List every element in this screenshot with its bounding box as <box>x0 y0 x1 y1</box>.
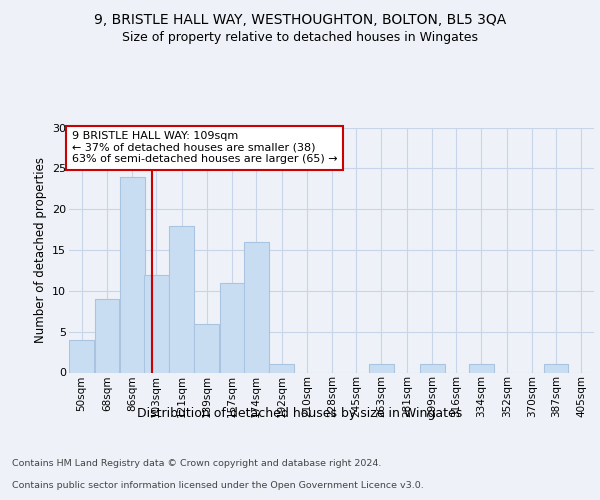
Bar <box>169 226 194 372</box>
Text: 9, BRISTLE HALL WAY, WESTHOUGHTON, BOLTON, BL5 3QA: 9, BRISTLE HALL WAY, WESTHOUGHTON, BOLTO… <box>94 12 506 26</box>
Bar <box>220 282 245 372</box>
Bar <box>544 364 568 372</box>
Bar <box>120 176 145 372</box>
Bar <box>95 299 119 372</box>
Bar <box>369 364 394 372</box>
Bar <box>194 324 220 372</box>
Text: Distribution of detached houses by size in Wingates: Distribution of detached houses by size … <box>137 408 463 420</box>
Y-axis label: Number of detached properties: Number of detached properties <box>34 157 47 343</box>
Text: Contains HM Land Registry data © Crown copyright and database right 2024.: Contains HM Land Registry data © Crown c… <box>12 458 382 468</box>
Bar <box>419 364 445 372</box>
Bar <box>469 364 494 372</box>
Bar <box>244 242 269 372</box>
Bar <box>269 364 294 372</box>
Text: Contains public sector information licensed under the Open Government Licence v3: Contains public sector information licen… <box>12 481 424 490</box>
Text: 9 BRISTLE HALL WAY: 109sqm
← 37% of detached houses are smaller (38)
63% of semi: 9 BRISTLE HALL WAY: 109sqm ← 37% of deta… <box>71 131 337 164</box>
Text: Size of property relative to detached houses in Wingates: Size of property relative to detached ho… <box>122 31 478 44</box>
Bar <box>69 340 94 372</box>
Bar <box>144 274 169 372</box>
